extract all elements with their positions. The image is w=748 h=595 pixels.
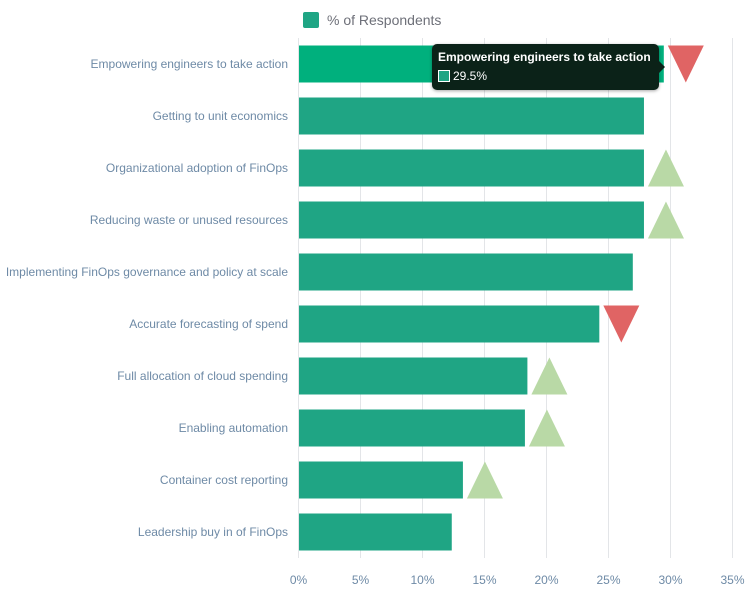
legend-item[interactable]: % of Respondents <box>303 12 441 28</box>
bar[interactable] <box>299 461 463 499</box>
trend-up-marker <box>647 149 684 187</box>
x-tick-label: 35% <box>720 573 744 587</box>
category-label: Getting to unit economics <box>153 109 288 123</box>
x-tick-label: 25% <box>596 573 620 587</box>
bar[interactable] <box>299 513 452 551</box>
category-label: Organizational adoption of FinOps <box>106 161 288 175</box>
legend-swatch <box>303 12 319 28</box>
bar[interactable] <box>299 97 644 135</box>
category-label: Container cost reporting <box>160 473 288 487</box>
x-tick-label: 30% <box>658 573 682 587</box>
trend-up-marker <box>531 357 568 395</box>
x-tick-label: 5% <box>352 573 370 587</box>
tooltip: Empowering engineers to take action 29.5… <box>432 44 665 90</box>
x-tick-label: 10% <box>410 573 434 587</box>
bar[interactable] <box>299 409 525 447</box>
category-label: Enabling automation <box>179 421 288 435</box>
trend-down-marker <box>603 305 640 343</box>
tooltip-value: 29.5% <box>453 69 488 83</box>
tooltip-title: Empowering engineers to take action <box>438 50 651 64</box>
category-label: Accurate forecasting of spend <box>129 317 288 331</box>
trend-up-marker <box>647 201 684 239</box>
x-tick-label: 15% <box>472 573 496 587</box>
category-label: Full allocation of cloud spending <box>117 369 288 383</box>
trend-markers <box>466 45 704 499</box>
category-label: Implementing FinOps governance and polic… <box>6 265 288 279</box>
category-labels: Empowering engineers to take action Getti… <box>6 57 288 539</box>
x-tick-label: 20% <box>534 573 558 587</box>
bar[interactable] <box>299 201 644 239</box>
category-label: Leadership buy in of FinOps <box>138 525 288 539</box>
x-axis-ticks: 0% 5% 10% 15% 20% 25% 30% 35% <box>290 573 745 587</box>
bar[interactable] <box>299 357 528 395</box>
bar[interactable] <box>299 149 644 187</box>
category-label: Empowering engineers to take action <box>91 57 288 71</box>
tooltip-swatch <box>438 70 450 82</box>
x-tick-label: 0% <box>290 573 308 587</box>
trend-down-marker <box>667 45 704 83</box>
tooltip-row: 29.5% <box>438 68 651 84</box>
category-label: Reducing waste or unused resources <box>90 213 288 227</box>
trend-up-marker <box>466 461 503 499</box>
legend-label: % of Respondents <box>327 12 442 28</box>
trend-up-marker <box>528 409 565 447</box>
bar[interactable] <box>299 253 633 291</box>
bar[interactable] <box>299 305 600 343</box>
